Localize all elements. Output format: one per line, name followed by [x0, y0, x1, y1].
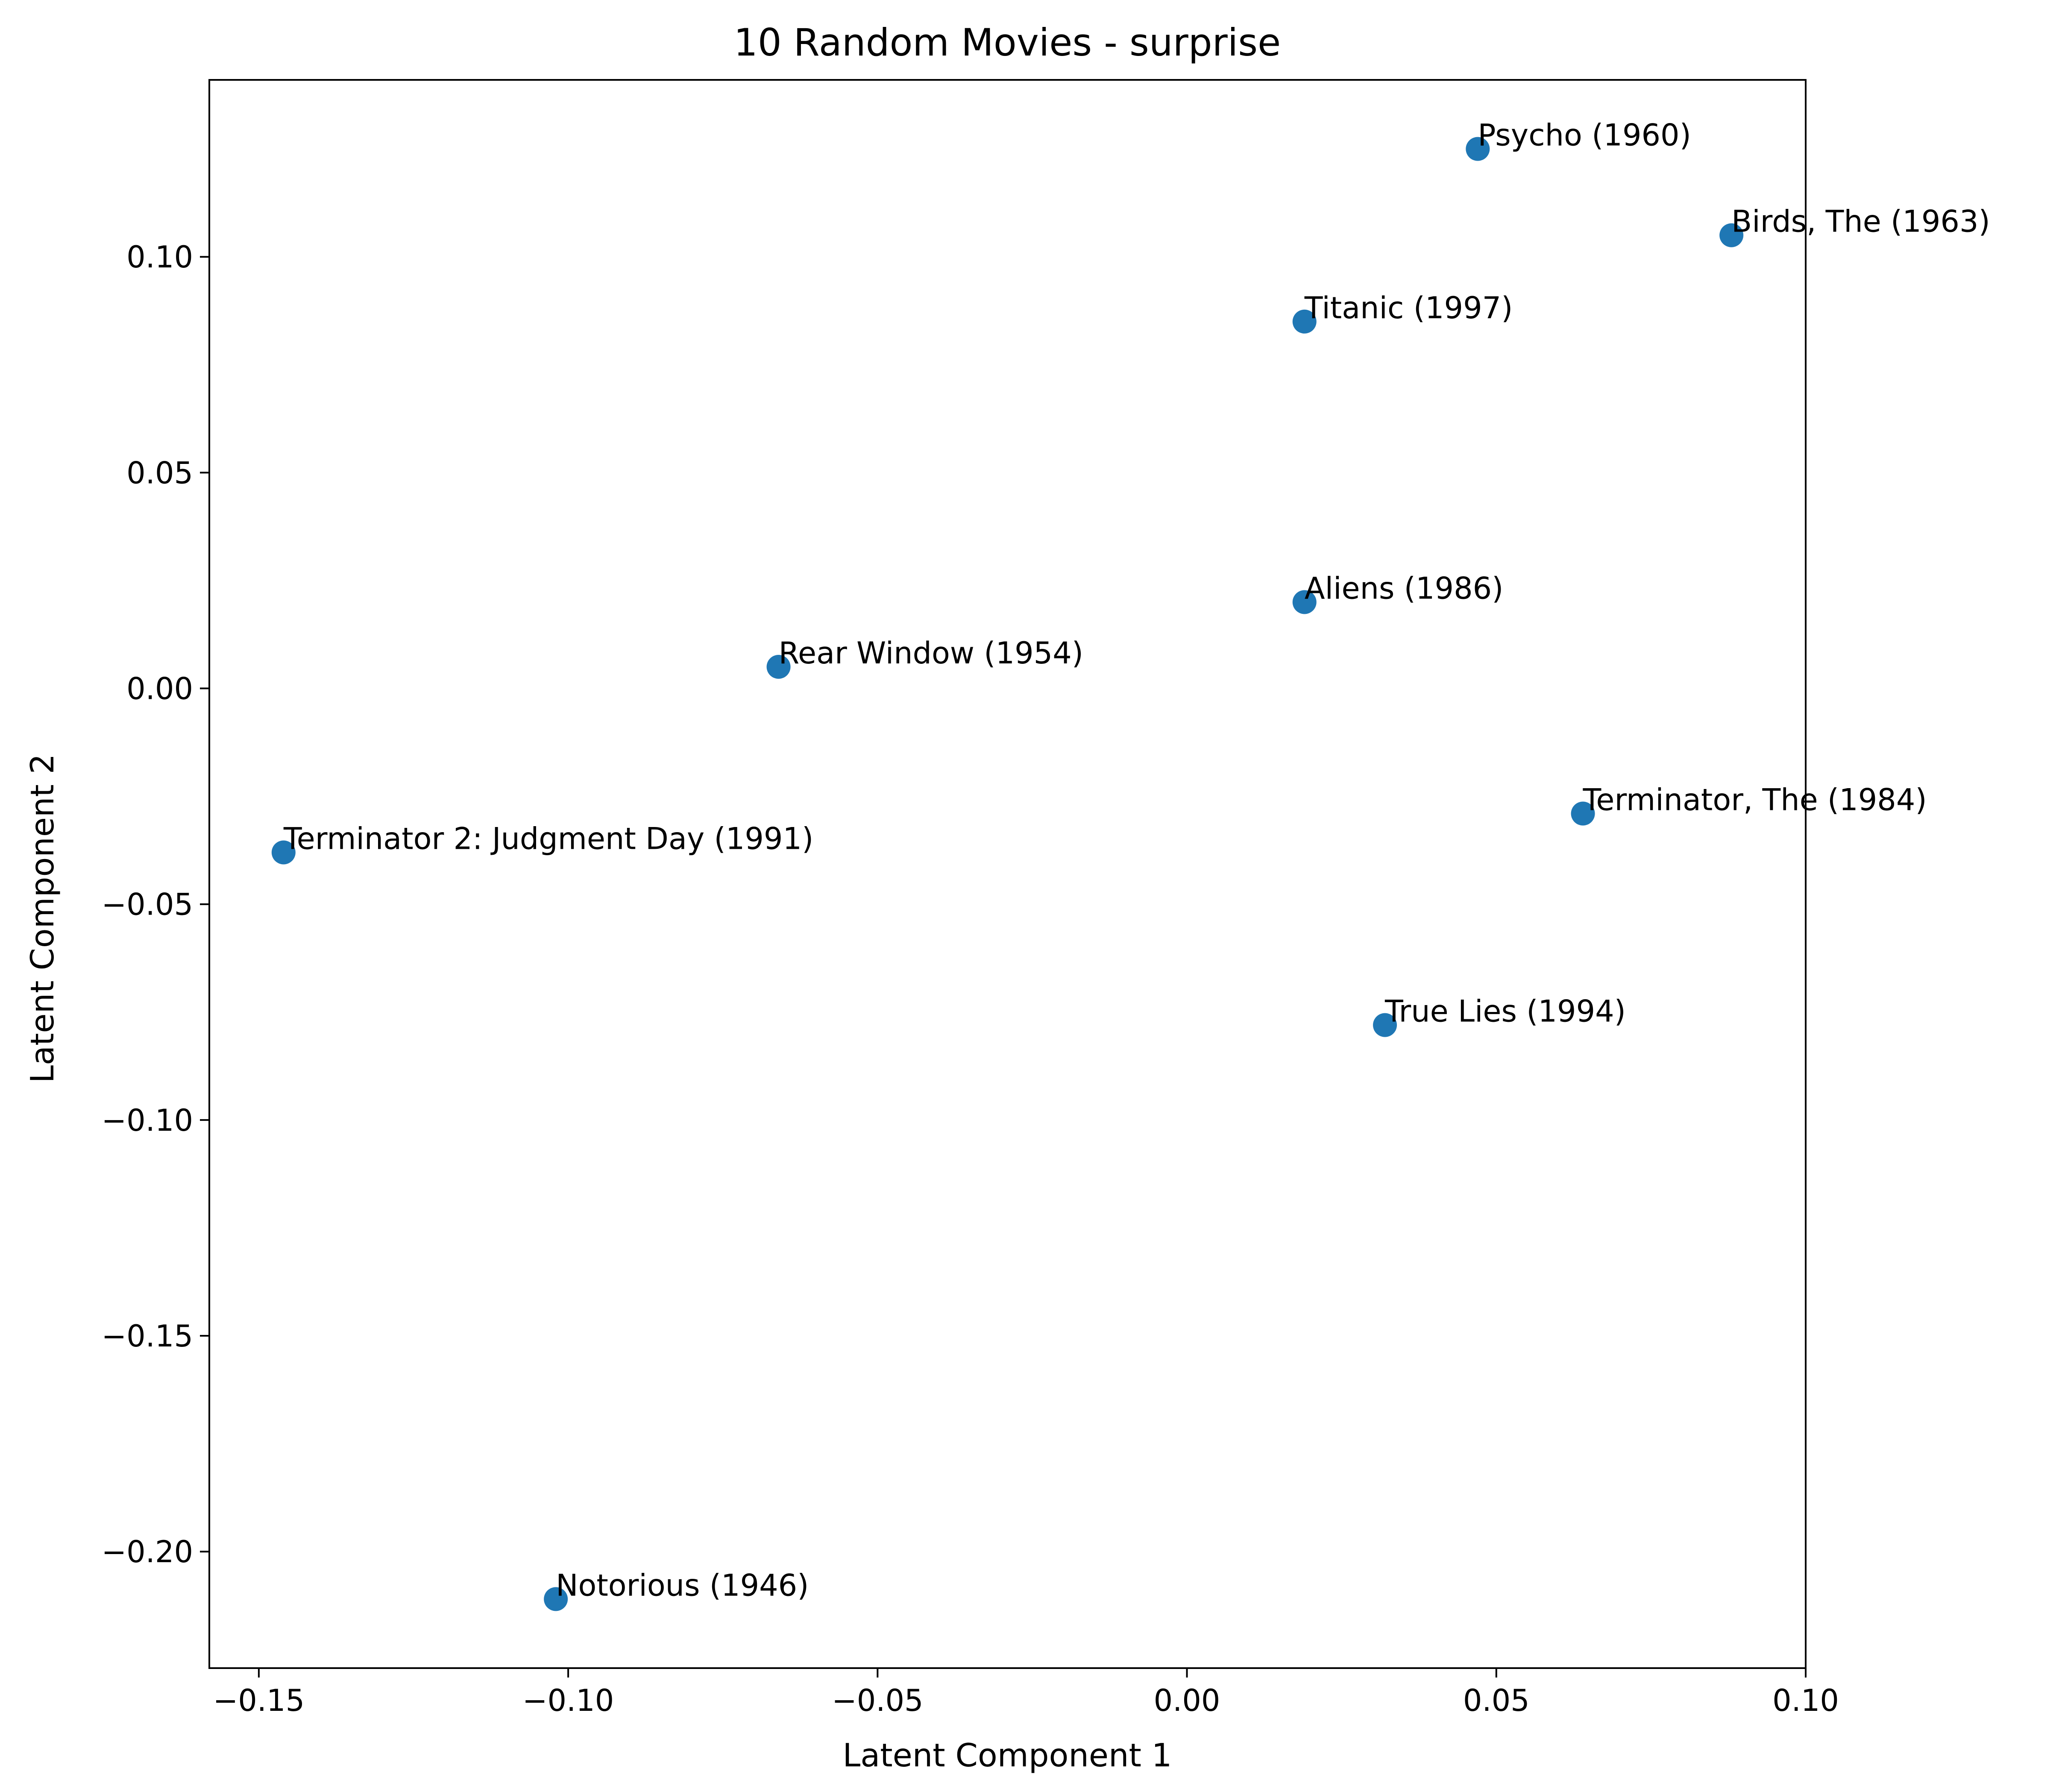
data-point	[1719, 223, 1744, 247]
data-point-label: Psycho (1960)	[1478, 118, 1691, 153]
data-point-label: Terminator, The (1984)	[1583, 783, 1927, 818]
y-tick-label: −0.05	[101, 887, 193, 922]
data-point-label: Rear Window (1954)	[779, 636, 1084, 671]
data-point	[271, 840, 296, 865]
x-tick-label: −0.10	[522, 1683, 614, 1718]
y-tick-label: 0.10	[126, 240, 193, 275]
data-point	[1466, 137, 1490, 161]
x-tick-label: 0.10	[1772, 1683, 1839, 1718]
y-axis-label: Latent Component 2	[23, 754, 61, 1083]
y-tick-label: 0.05	[126, 455, 193, 490]
plot-area: −0.15 −0.10 −0.05 0.00 0.05 0.10 0.10 0.05 0.00 −…	[101, 79, 1990, 1718]
y-tick-label: 0.00	[126, 672, 193, 707]
data-point-label: Birds, The (1963)	[1731, 204, 1990, 239]
data-point	[1373, 1013, 1397, 1037]
data-point-label: Titanic (1997)	[1304, 290, 1513, 326]
x-axis-label: Latent Component 1	[842, 1736, 1172, 1774]
x-tick-label: −0.15	[213, 1683, 305, 1718]
x-tick-label: 0.00	[1154, 1683, 1220, 1718]
chart-title: 10 Random Movies - surprise	[734, 21, 1281, 65]
y-tick-label: −0.10	[101, 1103, 193, 1138]
y-tick-label: −0.20	[101, 1534, 193, 1569]
data-point-label: True Lies (1994)	[1384, 994, 1626, 1029]
data-point-label: Terminator 2: Judgment Day (1991)	[283, 821, 813, 856]
data-point	[544, 1587, 568, 1611]
plot-frame	[208, 79, 1807, 1669]
data-point	[1571, 801, 1595, 826]
data-point-label: Notorious (1946)	[556, 1568, 809, 1603]
x-tick-label: 0.05	[1463, 1683, 1530, 1718]
x-tick-label: −0.05	[832, 1683, 924, 1718]
data-point-label: Aliens (1986)	[1305, 571, 1504, 606]
data-point	[766, 655, 791, 679]
y-tick-label: −0.15	[101, 1319, 193, 1354]
data-point	[1292, 590, 1317, 614]
data-point	[1292, 309, 1317, 334]
